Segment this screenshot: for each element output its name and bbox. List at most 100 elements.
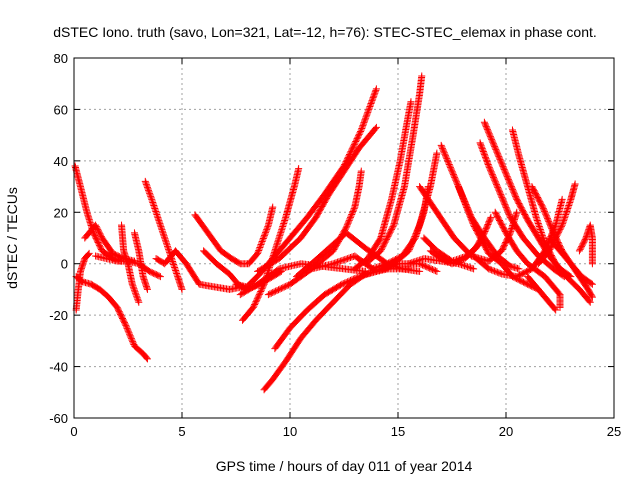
data-point	[545, 217, 553, 225]
data-point	[263, 224, 271, 232]
data-point	[374, 263, 382, 271]
data-point	[254, 249, 262, 257]
y-ticks: -60 -40 -20 0 20 40 60 80	[49, 51, 614, 426]
data-point	[350, 205, 358, 213]
data-point	[415, 256, 423, 264]
data-point	[358, 123, 366, 131]
data-point	[163, 241, 171, 249]
data-point	[491, 176, 499, 184]
data-point	[534, 219, 542, 227]
data-point	[557, 223, 565, 231]
data-point	[165, 245, 173, 253]
data-point	[94, 227, 102, 235]
data-point	[331, 259, 339, 267]
data-point	[500, 198, 508, 206]
data-point	[371, 125, 379, 133]
data-point	[143, 285, 151, 293]
data-point	[487, 166, 495, 174]
data-point	[459, 194, 467, 202]
data-point	[367, 100, 375, 108]
data-point	[499, 195, 507, 203]
data-point	[497, 158, 505, 166]
data-point	[161, 236, 169, 244]
data-point	[124, 327, 132, 335]
data-point	[549, 240, 557, 248]
data-point	[588, 293, 596, 301]
data-point	[272, 287, 280, 295]
data-point	[542, 212, 550, 220]
data-point	[539, 203, 547, 211]
data-point	[493, 181, 501, 189]
data-point	[146, 189, 154, 197]
data-point	[157, 223, 165, 231]
data-point	[506, 178, 514, 186]
data-point	[535, 221, 543, 229]
data-point	[566, 198, 574, 206]
data-point	[379, 243, 387, 251]
data-point	[354, 273, 362, 281]
data-point	[161, 235, 169, 243]
data-point	[579, 240, 587, 248]
data-point	[459, 193, 467, 201]
data-point	[412, 231, 420, 239]
data-point	[170, 262, 178, 270]
data-point	[510, 190, 518, 198]
data-point	[93, 224, 101, 232]
data-point	[127, 335, 135, 343]
data-point	[418, 214, 426, 222]
data-point	[581, 235, 589, 243]
data-point	[250, 302, 258, 310]
data-point	[259, 282, 267, 290]
y-axis-title: dSTEC / TECUs	[4, 187, 20, 289]
data-point	[533, 215, 541, 223]
data-point	[550, 238, 558, 246]
data-point	[172, 267, 180, 275]
data-point	[480, 149, 488, 157]
data-point	[451, 256, 459, 264]
data-point	[411, 258, 419, 266]
data-point	[467, 264, 475, 272]
data-point	[95, 228, 103, 236]
data-point	[348, 146, 356, 154]
data-point	[371, 88, 379, 96]
data-point	[562, 211, 570, 219]
data-point	[408, 259, 416, 267]
data-point	[507, 181, 515, 189]
data-point	[490, 173, 498, 181]
data-point	[372, 86, 380, 94]
data-point	[413, 228, 421, 236]
data-point	[498, 193, 506, 201]
data-point	[257, 240, 265, 248]
data-point	[122, 321, 130, 329]
data-point	[336, 257, 344, 265]
data-point	[352, 274, 360, 282]
data-point	[464, 263, 472, 271]
data-point	[257, 286, 265, 294]
data-point	[134, 295, 142, 303]
data-point	[147, 194, 155, 202]
data-point	[505, 211, 513, 219]
series-group	[362, 72, 426, 268]
data-point	[164, 242, 172, 250]
data-point	[496, 189, 504, 197]
data-point	[388, 224, 396, 232]
y-tick-label: 20	[54, 205, 68, 220]
data-point	[503, 206, 511, 214]
data-point	[465, 263, 473, 271]
data-point	[459, 261, 467, 269]
data-point	[352, 136, 360, 144]
data-point	[503, 205, 511, 213]
data-point	[259, 283, 267, 291]
data-point	[407, 98, 415, 106]
data-point	[486, 265, 494, 273]
data-point	[504, 175, 512, 183]
data-point	[500, 164, 508, 172]
data-point	[578, 243, 586, 251]
data-point	[258, 238, 266, 246]
data-point	[253, 295, 261, 303]
data-point	[365, 104, 373, 112]
data-point	[458, 261, 466, 269]
data-point	[497, 192, 505, 200]
data-point	[165, 247, 173, 255]
data-point	[578, 241, 586, 249]
